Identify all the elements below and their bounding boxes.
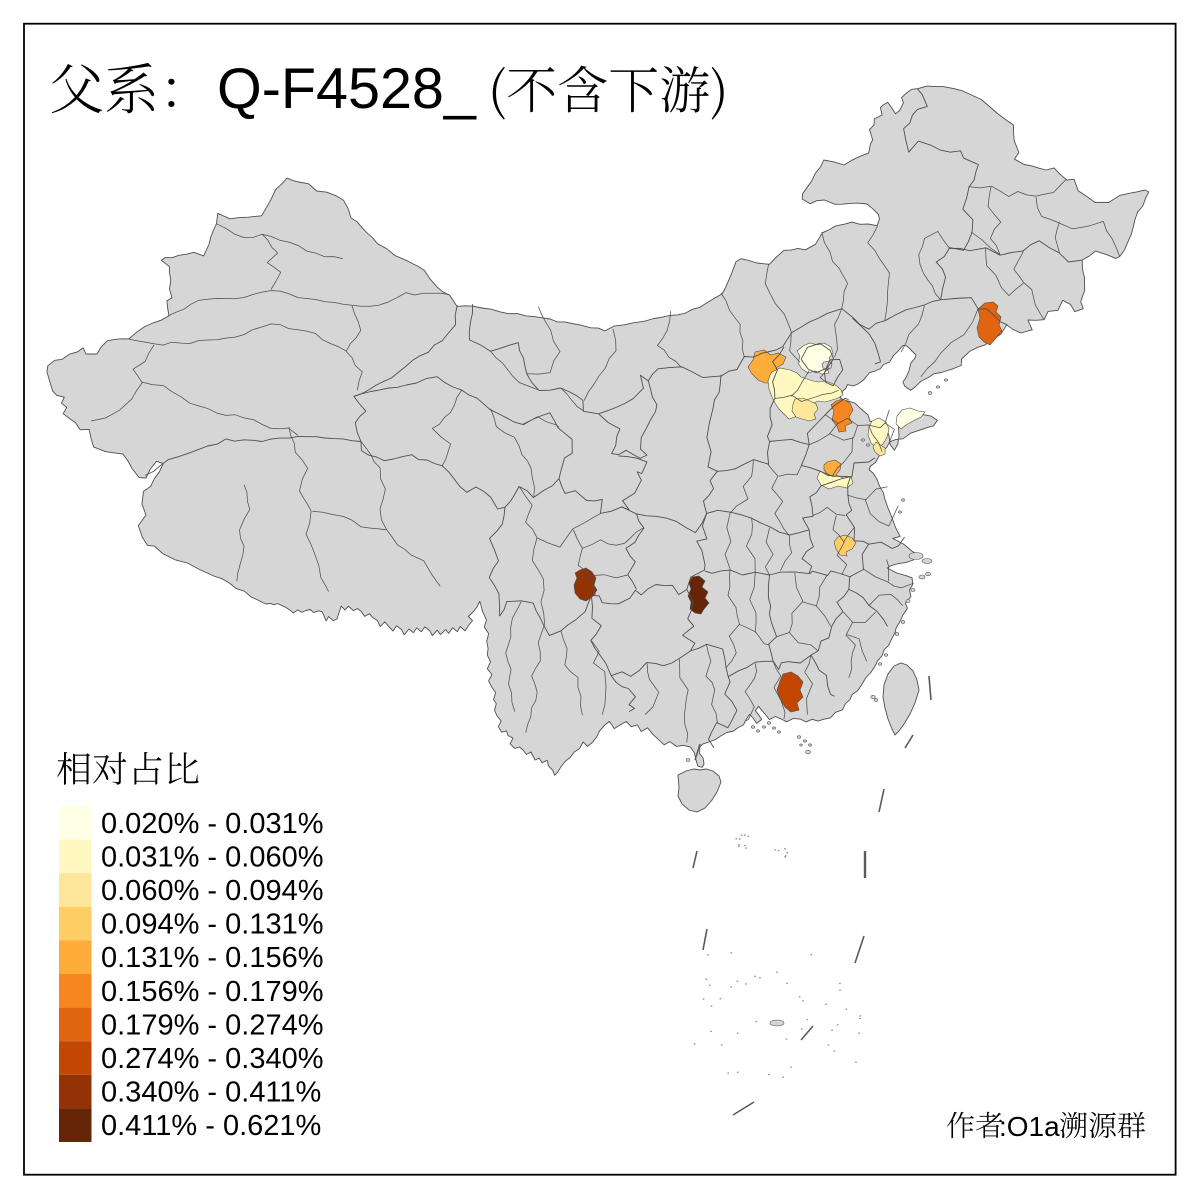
svg-text:0.179% - 0.274%: 0.179% - 0.274% xyxy=(101,1009,323,1041)
svg-text:0.094% - 0.131%: 0.094% - 0.131% xyxy=(101,909,323,941)
svg-text:0.411% - 0.621%: 0.411% - 0.621% xyxy=(101,1110,321,1142)
svg-text:Q-F4528_: Q-F4528_ xyxy=(217,57,477,121)
svg-text:0.131% - 0.156%: 0.131% - 0.156% xyxy=(101,942,323,974)
svg-text:0.031% - 0.060%: 0.031% - 0.060% xyxy=(101,841,323,873)
svg-text:0.020% - 0.031%: 0.020% - 0.031% xyxy=(101,808,323,840)
svg-text::O1a: :O1a xyxy=(999,1111,1060,1142)
svg-text:0.340% - 0.411%: 0.340% - 0.411% xyxy=(101,1077,321,1109)
svg-text:0.060% - 0.094%: 0.060% - 0.094% xyxy=(101,875,323,907)
svg-text:0.274% - 0.340%: 0.274% - 0.340% xyxy=(101,1043,323,1075)
svg-text:0.156% - 0.179%: 0.156% - 0.179% xyxy=(101,976,323,1008)
